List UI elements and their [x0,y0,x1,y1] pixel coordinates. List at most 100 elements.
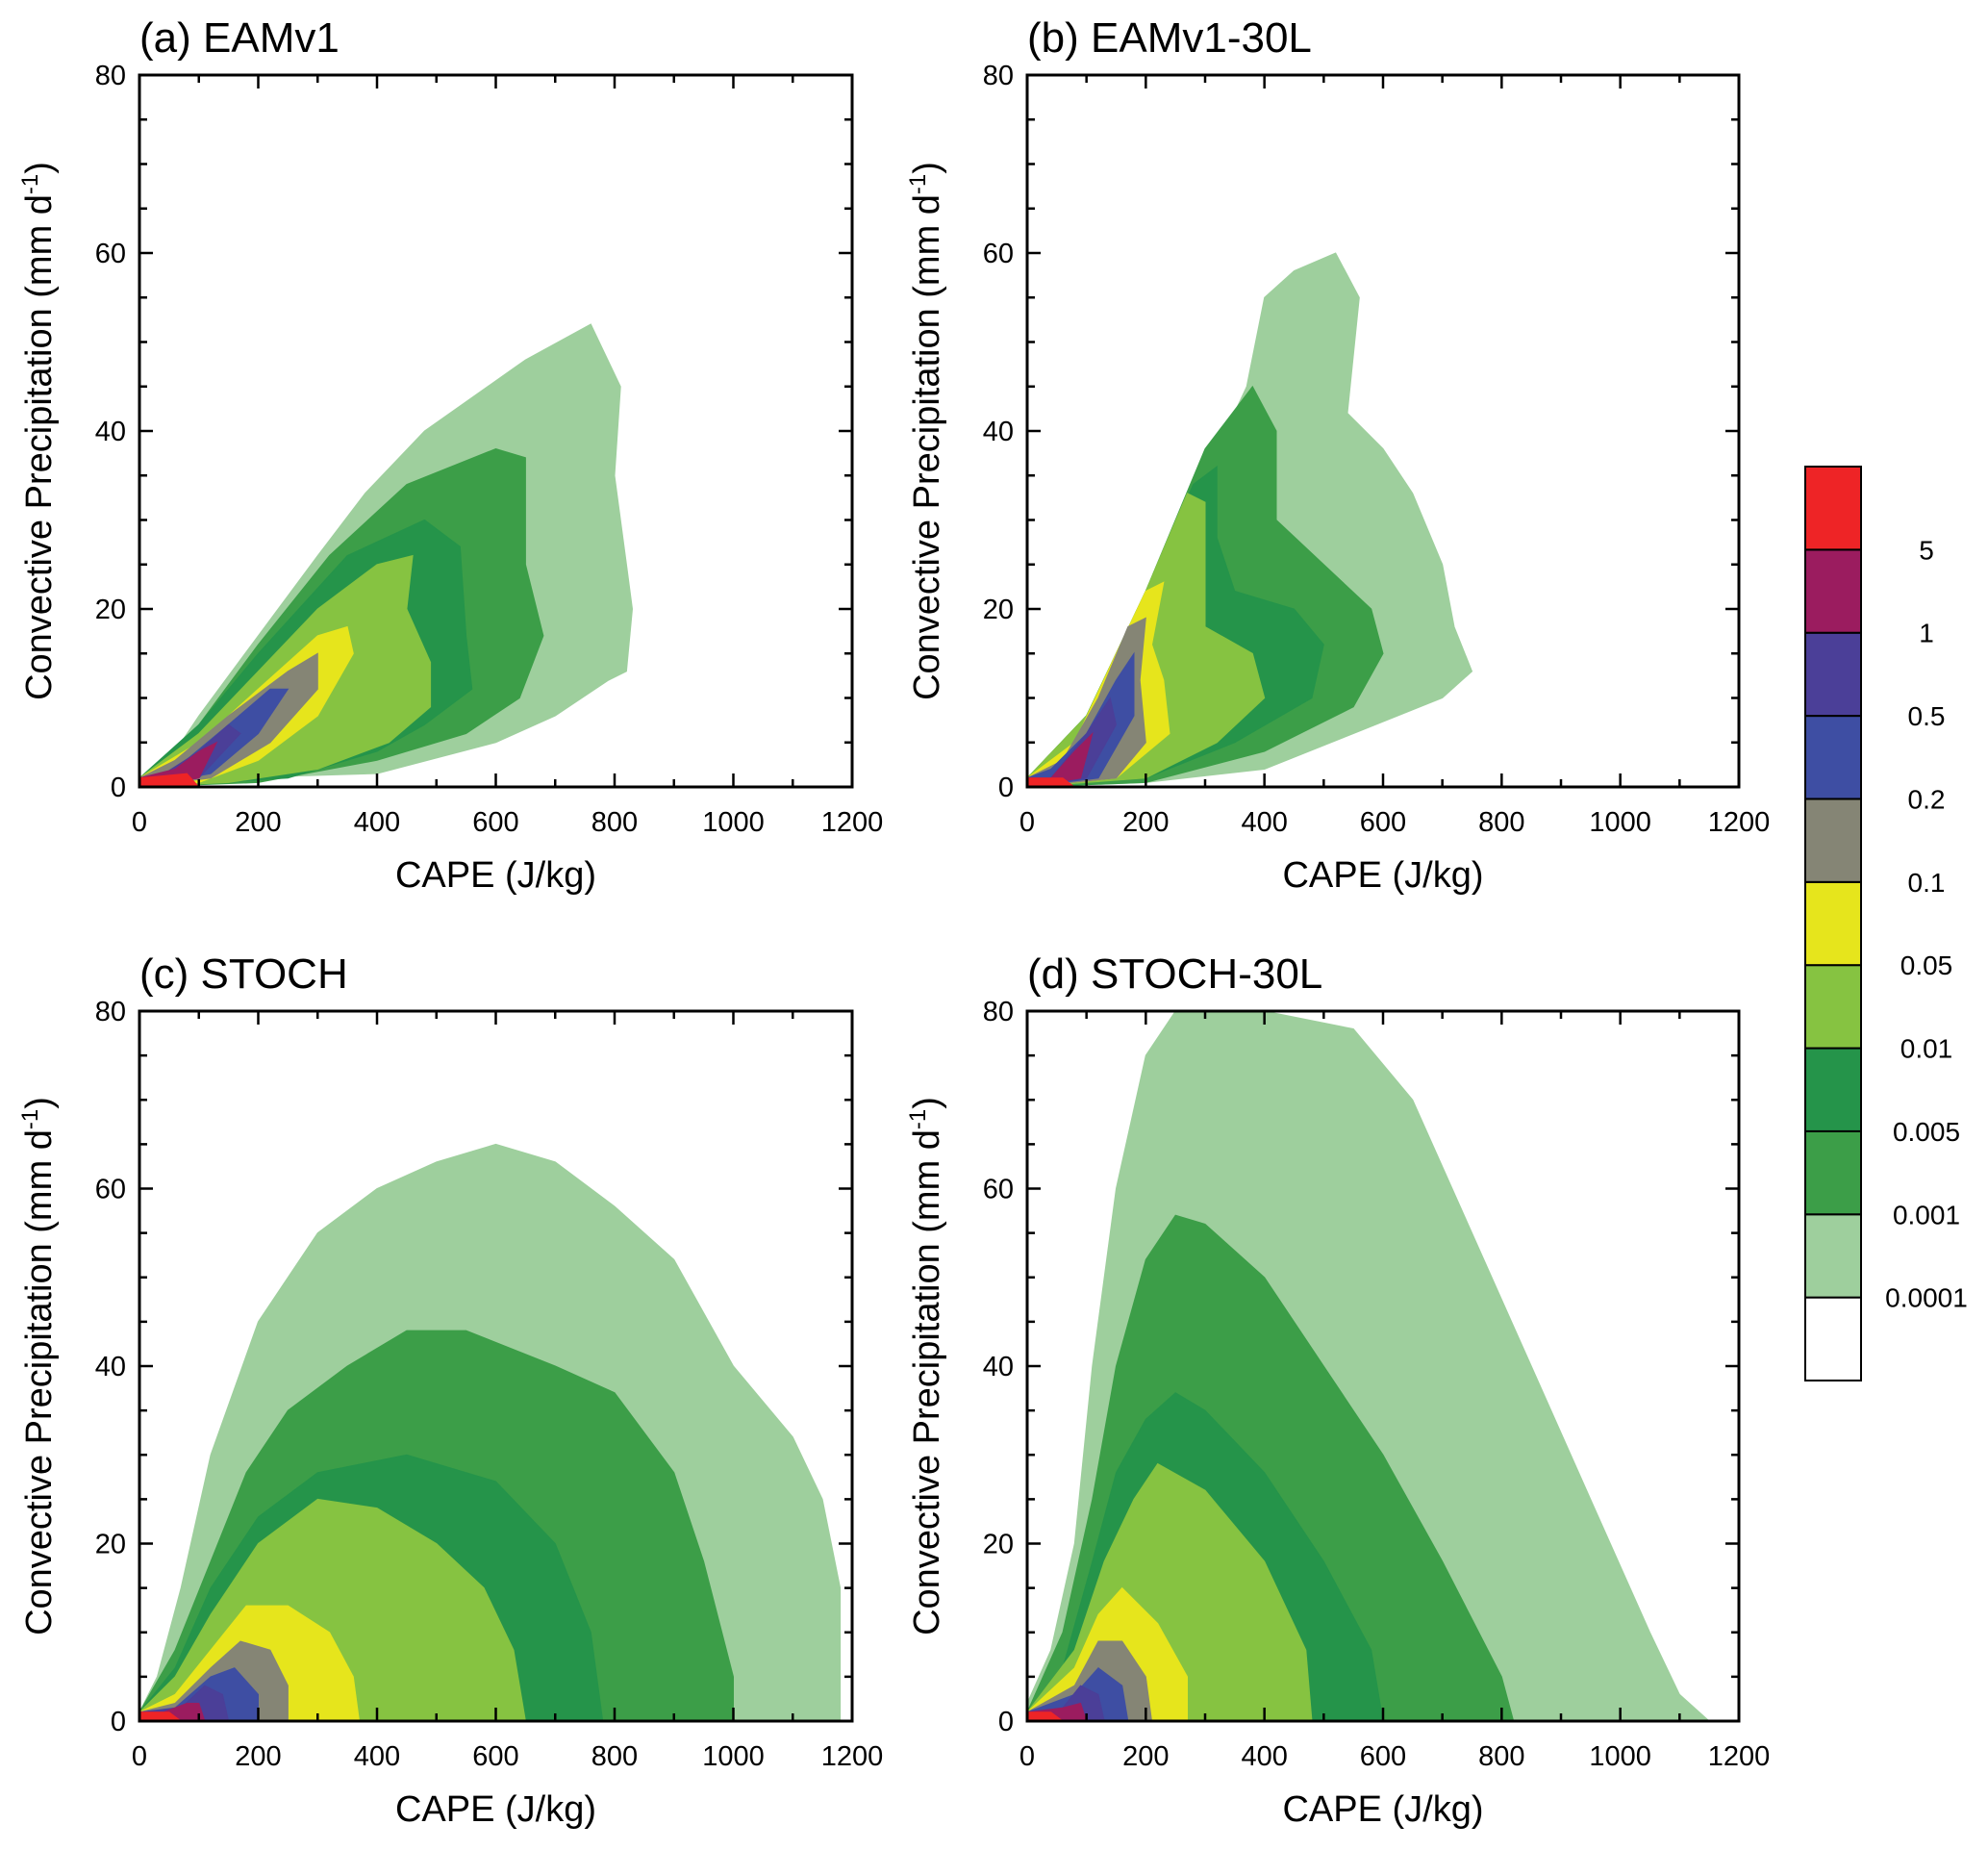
contour-level-5 [139,773,200,787]
panel-b: 0 200 400 600 800 1000 1200 0 20 40 60 80 CAPE (J/kg… [905,14,1770,896]
contour-fills [1027,1011,1710,1721]
panel-title: (b) EAMv1-30L [1027,14,1312,62]
x-tick-label: 200 [235,1741,281,1772]
y-tick-label: 80 [95,61,126,91]
x-tick-label: 400 [354,1741,400,1772]
x-axis-label: CAPE (J/kg) [1282,855,1483,896]
colorbar-swatch [1804,1213,1862,1299]
y-axis-label-text: Convective Precipitation (mm d [907,1129,947,1635]
colorbar-label: 0.05 [1900,950,1953,980]
y-tick-label: 80 [983,61,1014,91]
y-axis-label-text: Convective Precipitation (mm d [19,194,60,700]
x-tick-label: 1000 [1589,807,1651,838]
colorbar-swatch [1804,964,1862,1050]
colorbar-label: 0.1 [1908,868,1946,898]
colorbar-label: 0.001 [1893,1200,1960,1229]
y-axis-label: Convective Precipitation (mm d-1) [905,162,947,700]
x-tick-label: 1200 [1708,807,1771,838]
y-tick-label: 40 [983,1352,1014,1382]
colorbar-swatch [1804,631,1862,718]
contour-level-5 [1027,777,1076,787]
x-tick-label: 600 [472,807,518,838]
y-tick-label: 20 [95,1530,126,1560]
y-tick-label: 20 [983,595,1014,625]
x-tick-label: 800 [1478,1741,1524,1772]
colorbar-label: 0.0001 [1885,1283,1968,1313]
y-axis-label-superscript: -1 [905,174,931,194]
colorbar: 5 1 0.5 0.2 0.1 0.05 0.01 0.005 0.001 0.0001 [1804,466,1968,1381]
x-axis-label: CAPE (J/kg) [1282,1789,1483,1830]
colorbar-swatch [1804,798,1862,883]
colorbar-label: 1 [1919,619,1934,648]
contour-level-1 [1027,731,1094,787]
colorbar-label: 0.5 [1908,701,1946,731]
y-tick-label: 40 [983,417,1014,447]
x-tick-label: 200 [1122,1741,1169,1772]
x-tick-label: 400 [354,807,400,838]
colorbar-label: 0.2 [1908,784,1946,814]
colorbar-swatch [1804,1129,1862,1216]
x-tick-label: 800 [1478,807,1524,838]
panel-a: 0 200 400 600 800 1000 1200 0 20 40 60 80 CAPE (J/kg… [17,14,883,896]
y-tick-label: 60 [983,1175,1014,1205]
x-tick-label: 1000 [702,1741,765,1772]
y-axis-label-end: ) [19,1097,60,1109]
colorbar-label: 0.005 [1893,1117,1960,1147]
y-axis-label-superscript: -1 [905,1109,931,1129]
x-tick-label: 200 [1122,807,1169,838]
contour-level-0.1 [139,652,318,787]
y-tick-label: 80 [95,997,126,1027]
y-tick-label: 60 [983,239,1014,269]
colorbar-swatch [1804,1296,1862,1381]
contour-fills [139,323,634,787]
y-tick-label: 60 [95,239,126,269]
colorbar-swatch [1804,466,1862,551]
colorbar-swatch [1804,1047,1862,1132]
x-tick-label: 400 [1241,1741,1287,1772]
y-axis-label-end: ) [907,1097,947,1109]
y-axis-label-superscript: -1 [17,174,43,194]
panel-title: (d) STOCH-30L [1027,950,1322,998]
panel-title: (a) EAMv1 [139,14,340,62]
x-tick-label: 600 [472,1741,518,1772]
x-tick-label: 200 [235,807,281,838]
colorbar-label: 5 [1919,535,1934,565]
contour-fills [139,1143,842,1721]
contour-level-0.2 [1027,651,1135,787]
y-tick-label: 0 [998,773,1014,803]
contour-level-5 [1027,1711,1064,1721]
y-axis-label-end: ) [907,162,947,174]
y-axis-label: Convective Precipitation (mm d-1) [17,1097,60,1635]
x-tick-label: 800 [591,1741,638,1772]
x-tick-label: 400 [1241,807,1287,838]
y-axis-label-end: ) [19,162,60,174]
y-axis-label: Convective Precipitation (mm d-1) [17,162,60,700]
panel-c: 0 200 400 600 800 1000 1200 0 20 40 60 80 CAPE (J/kg… [17,950,883,1830]
x-tick-label: 0 [1019,807,1035,838]
y-axis-label-superscript: -1 [17,1109,43,1129]
x-tick-label: 1000 [702,807,765,838]
x-tick-label: 800 [591,807,638,838]
x-axis-label: CAPE (J/kg) [395,1789,596,1830]
x-tick-label: 0 [1019,1741,1035,1772]
y-axis-label-text: Convective Precipitation (mm d [907,194,947,700]
y-tick-label: 40 [95,417,126,447]
x-tick-label: 0 [132,807,147,838]
y-tick-label: 0 [111,1707,126,1737]
y-axis-label-text: Convective Precipitation (mm d [19,1129,60,1635]
y-tick-label: 0 [998,1707,1014,1737]
x-tick-label: 600 [1360,807,1406,838]
contour-fills [1027,252,1473,787]
x-tick-label: 1200 [1708,1741,1771,1772]
y-tick-label: 20 [95,595,126,625]
x-tick-label: 1200 [821,1741,884,1772]
colorbar-swatch [1804,880,1862,967]
y-axis-label: Convective Precipitation (mm d-1) [905,1097,947,1635]
contour-level-5 [139,1711,183,1721]
panel-d: 0 200 400 600 800 1000 1200 0 20 40 60 80 CAPE (J/kg… [905,950,1770,1830]
x-axis-label: CAPE (J/kg) [395,855,596,896]
colorbar-swatch [1804,548,1862,634]
colorbar-swatch [1804,715,1862,800]
y-tick-label: 60 [95,1175,126,1205]
